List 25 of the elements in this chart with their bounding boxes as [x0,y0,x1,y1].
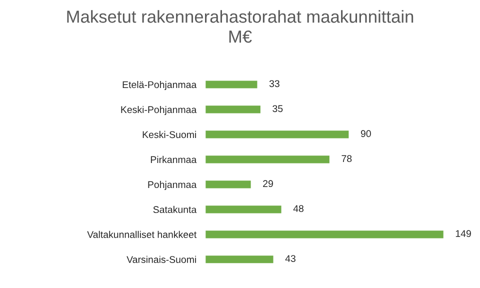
y-tick-label: Pohjanmaa [148,180,197,190]
bar [204,204,283,215]
y-tick-label: Keski-Suomi [142,130,196,138]
data-label: 43 [285,255,296,262]
y-tick-label: Keski-Pohjanmaa [121,106,197,116]
bar [204,129,350,140]
data-label: 48 [293,205,304,212]
y-tick-label: Valtakunnalliset hankkeet [87,230,197,238]
data-label: 29 [263,180,273,188]
data-label: 78 [342,155,352,162]
bar [204,79,259,90]
bar [204,229,445,240]
bar [204,179,252,190]
y-tick-label: Etelä-Pohjanmaa [122,80,197,90]
data-label: 90 [360,130,371,138]
bar [204,154,331,165]
data-label: 33 [269,80,280,88]
y-tick-label: Varsinais-Suomi [126,256,196,263]
data-label: 149 [456,230,471,238]
bar [204,254,275,265]
bar [204,104,262,115]
chart-title: Maksetut rakennerahastorahat maakunnittain M€ [67,10,414,43]
y-tick-label: Satakunta [153,206,197,214]
y-tick-label: Pirkanmaa [150,156,197,164]
data-label: 35 [272,105,283,112]
